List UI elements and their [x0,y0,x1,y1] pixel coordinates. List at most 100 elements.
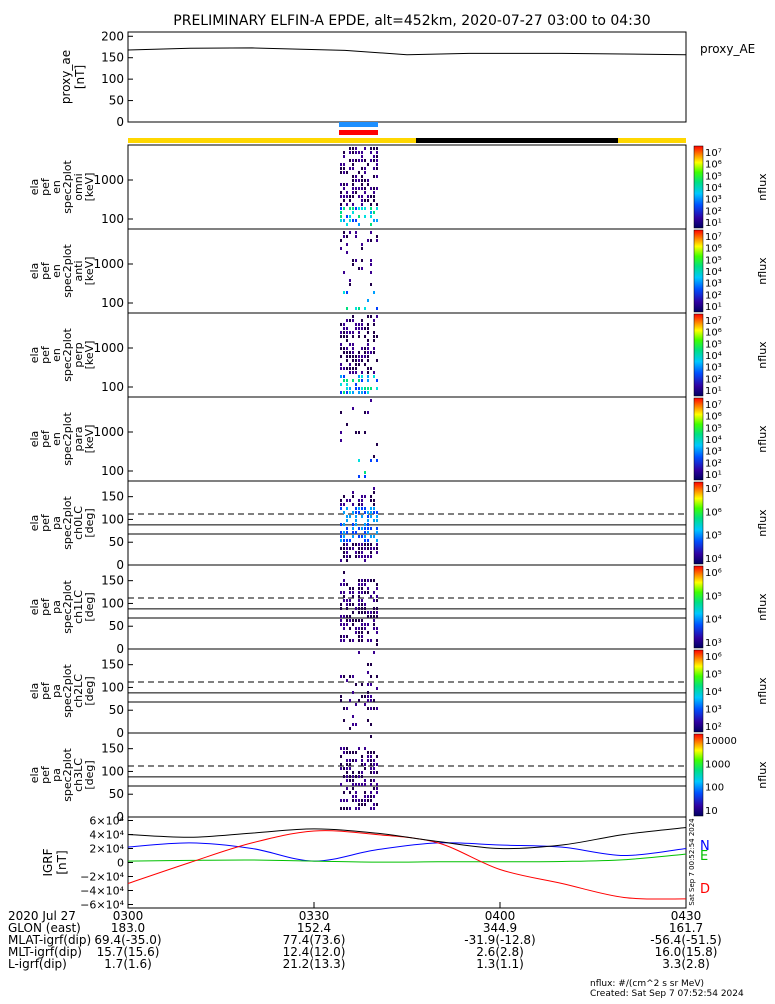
omni-flux-cell [355,191,357,194]
perp-flux-cell [343,351,345,354]
ch1LC-flux-cell [361,607,363,610]
omni-flux-cell [340,215,342,218]
omni-flux-cell [364,215,366,218]
ch0LC-flux-cell [358,507,360,510]
omni-flux-cell [343,195,345,198]
ch2LC-ylabel-line: ch2LC [72,674,85,708]
perp-flux-cell [355,327,357,330]
ch2LC-flux-cell [343,719,345,722]
ch3LC-flux-cell [373,807,375,810]
ch0LC-ylabel-line: pef [39,513,52,532]
ch0LC-flux-cell [370,543,372,546]
perp-flux-cell [352,315,354,318]
ch0LC-flux-cell [361,543,363,546]
anti-flux-cell [370,283,372,286]
omni-flux-cell [376,175,378,178]
perp-flux-cell [367,359,369,362]
anti-colorbar-tick-label: 10⁷ [705,232,722,243]
perp-flux-cell [367,379,369,382]
omni-colorbar-tick-label: 10⁷ [705,148,722,159]
ch1LC-ylabel-line: pef [39,597,52,616]
ch3LC-flux-cell [376,783,378,786]
ch0LC-flux-cell [346,527,348,530]
ch1LC-flux-cell [358,631,360,634]
perp-flux-cell [370,367,372,370]
ch1LC-ylabel-line: [deg] [83,592,96,621]
igrf-ylabel: IGRF[nT] [41,848,69,876]
ch3LC-flux-cell [367,751,369,754]
ch1LC-flux-cell [376,607,378,610]
omni-flux-cell [352,183,354,186]
ch3LC-flux-cell [355,751,357,754]
footer-units-note: nflux: #/(cm^2 s sr MeV) [590,979,704,989]
ch0LC-ytick-label: 50 [109,535,124,549]
ch2LC-flux-cell [343,675,345,678]
ch1LC-colorbar-tick-label: 10³ [705,638,722,649]
ch1LC-flux-cell [361,619,363,622]
footer-row-value: 3.3(2.8) [662,957,710,971]
omni-ylabel-line: pef [39,177,52,196]
perp-colorbar-label: nflux [756,341,769,369]
omni-colorbar-tick-label: 10⁵ [705,171,722,182]
ch0LC-flux-cell [346,499,348,502]
ch1LC-flux-cell [340,607,342,610]
ch0LC-flux-cell [367,539,369,542]
ch1LC-flux-cell [352,623,354,626]
ch3LC-flux-cell [349,759,351,762]
ch3LC-flux-cell [358,807,360,810]
ch0LC-flux-cell [364,531,366,534]
ch1LC-flux-cell [346,623,348,626]
ch1LC-flux-cell [364,591,366,594]
omni-flux-cell [358,159,360,162]
ch1LC-flux-cell [361,583,363,586]
ch0LC-flux-cell [352,535,354,538]
ch0LC-flux-cell [370,527,372,530]
omni-colorbar-tick-label: 10¹ [705,218,722,229]
omni-flux-cell [340,191,342,194]
perp-flux-cell [349,355,351,358]
perp-flux-cell [361,355,363,358]
perp-flux-cell [352,343,354,346]
igrf-ylabel-line: [nT] [55,850,69,874]
anti-colorbar-tick-label: 10⁵ [705,255,722,266]
omni-flux-cell [343,171,345,174]
ch3LC-flux-cell [355,775,357,778]
ch1LC-flux-cell [346,607,348,610]
science-zone-red-bar [339,130,378,135]
omni-flux-cell [346,171,348,174]
ch1LC-flux-cell [343,591,345,594]
ch0LC-flux-cell [358,499,360,502]
perp-flux-cell [358,323,360,326]
perp-flux-cell [352,391,354,394]
ch3LC-flux-cell [340,755,342,758]
omni-flux-cell [352,219,354,222]
ch3LC-flux-cell [361,771,363,774]
ch0LC-flux-cell [370,515,372,518]
ch3LC-flux-cell [376,771,378,774]
omni-flux-cell [355,159,357,162]
side-timestamp: Sat Sep 7 00:52:54 2024 [688,818,696,906]
ch0LC-flux-cell [349,515,351,518]
perp-flux-cell [355,371,357,374]
ch1LC-flux-cell [358,627,360,630]
perp-flux-cell [367,367,369,370]
omni-flux-cell [352,167,354,170]
ch0LC-flux-cell [346,555,348,558]
perp-ylabel-line: pef [39,345,52,364]
omni-flux-cell [352,211,354,214]
ch3LC-colorbar-tick-label: 100 [705,783,724,794]
ch0LC-flux-cell [376,547,378,550]
anti-flux-cell [376,235,378,238]
ch2LC-flux-cell [352,675,354,678]
perp-flux-cell [370,351,372,354]
ch2LC-colorbar [693,649,704,733]
omni-flux-cell [352,203,354,206]
ch3LC-flux-cell [358,803,360,806]
omni-flux-cell [376,219,378,222]
ch0LC-flux-cell [358,527,360,530]
omni-flux-cell [352,191,354,194]
ch0LC-flux-cell [346,519,348,522]
anti-flux-cell [343,271,345,274]
ch3LC-flux-cell [343,767,345,770]
ch1LC-ytick-label: 150 [101,574,124,588]
